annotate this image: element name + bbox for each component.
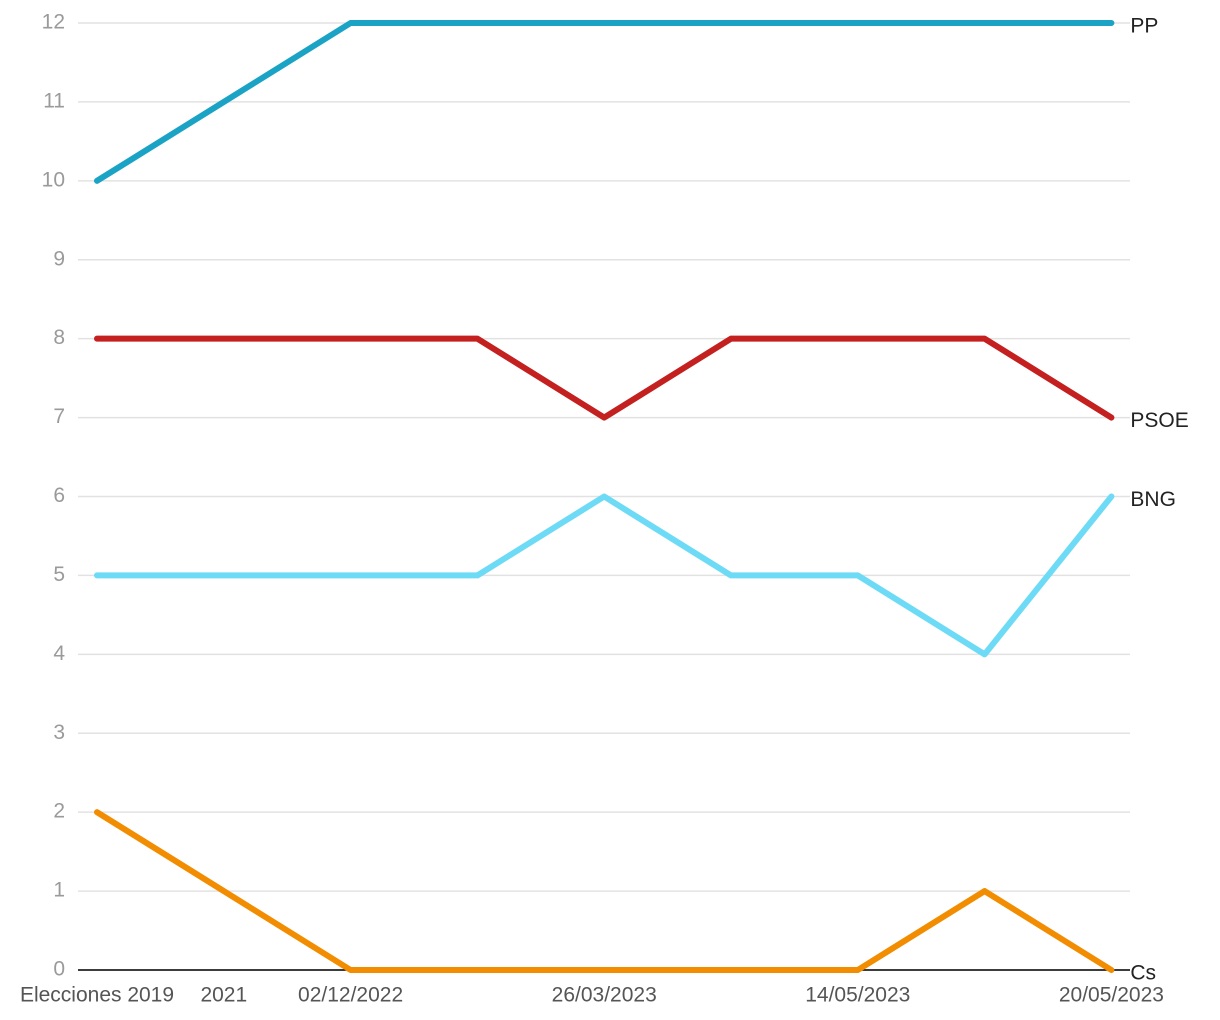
y-tick-label: 2 [53, 800, 65, 823]
y-tick-label: 9 [53, 247, 65, 270]
x-tick-label: 2021 [200, 984, 247, 1007]
y-tick-label: 4 [53, 642, 65, 665]
y-tick-label: 0 [53, 958, 65, 981]
series-line [94, 493, 1115, 658]
series-line [94, 335, 1115, 421]
y-tick-label: 10 [42, 168, 65, 191]
x-tick-label: 02/12/2022 [298, 984, 403, 1007]
x-tick-label: 20/05/2023 [1059, 984, 1164, 1007]
y-tick-label: 11 [43, 89, 65, 112]
y-tick-label: 12 [42, 11, 65, 34]
series-label: BNG [1130, 488, 1176, 511]
y-tick-label: 8 [53, 326, 65, 349]
series-line [94, 20, 1115, 184]
series-label: Cs [1130, 962, 1156, 985]
x-tick-label: 14/05/2023 [805, 984, 910, 1007]
y-tick-label: 3 [53, 721, 65, 744]
y-tick-label: 5 [53, 563, 65, 586]
series-label: PSOE [1130, 409, 1188, 432]
x-tick-label: Elecciones 2019 [20, 984, 174, 1007]
y-tick-label: 1 [53, 879, 65, 902]
series-label: PP [1130, 15, 1158, 38]
y-tick-label: 6 [53, 484, 65, 507]
x-tick-label: 26/03/2023 [552, 984, 657, 1007]
y-tick-label: 7 [53, 405, 65, 428]
series-line [94, 809, 1115, 973]
